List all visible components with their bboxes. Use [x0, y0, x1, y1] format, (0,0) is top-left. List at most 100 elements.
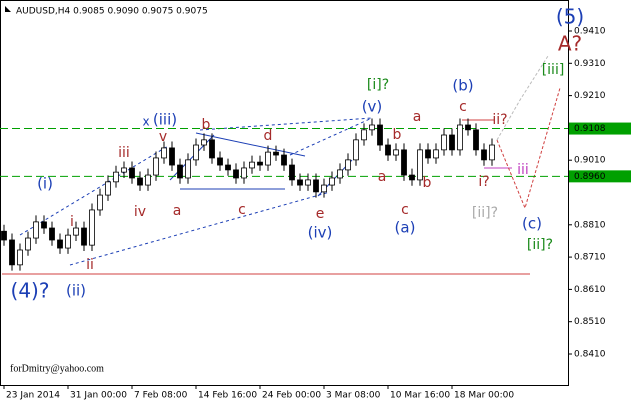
candle-body [345, 159, 351, 171]
candle-body [281, 154, 287, 166]
candle-body [209, 139, 215, 159]
candle-body [105, 181, 111, 196]
level-label: 0.9108 [574, 124, 606, 134]
y-tick-label: 0.8610 [574, 285, 606, 295]
candle-body [441, 134, 447, 151]
wave-label: (v) [362, 98, 383, 116]
candle-body [457, 124, 463, 151]
wave-label: (iii) [153, 111, 177, 129]
level-label: 0.8960 [574, 172, 606, 182]
candle-body [161, 147, 167, 159]
candle-body [473, 129, 479, 151]
wave-label: (c) [522, 215, 542, 233]
candle-body [185, 159, 191, 179]
wave-label: A? [558, 32, 582, 56]
candle-body [289, 164, 295, 181]
wave-label: (5) [556, 5, 584, 29]
candle-body [305, 179, 311, 186]
candle-body [337, 169, 343, 179]
candle-body [73, 227, 79, 236]
chart-title: AUDUSD,H4 0.9085 0.9090 0.9075 0.9075 [16, 7, 208, 17]
candle-body [65, 234, 71, 249]
candle-body [465, 124, 471, 131]
candle-body [193, 144, 199, 161]
x-tick-label: 14 Feb 16:00 [198, 391, 257, 401]
wave-label: [ii]? [472, 205, 498, 221]
x-tick-label: 7 Feb 08:00 [134, 391, 188, 401]
wave-label: iv [134, 204, 146, 220]
watermark: forDmitry@yahoo.com [10, 363, 104, 374]
wave-label: a [173, 203, 182, 219]
candle-body [425, 149, 431, 159]
wave-label: x [142, 115, 149, 129]
wave-label: [i]? [367, 77, 389, 93]
candle-body [153, 157, 159, 176]
wave-label: iii [517, 162, 529, 178]
wave-label: [iii] [542, 62, 565, 78]
candle-body [297, 179, 303, 186]
candle-body [433, 149, 439, 159]
candle-body [249, 161, 255, 169]
icon [5, 6, 11, 12]
candle-body [25, 237, 31, 251]
candle-body [409, 174, 415, 181]
wave-label: (b) [452, 77, 473, 95]
wave-label: ii [86, 257, 94, 273]
y-tick-label: 0.9410 [574, 27, 606, 37]
candle-body [449, 134, 455, 151]
candle-body [361, 129, 367, 141]
plot-frame [0, 0, 569, 386]
candle-body [385, 144, 391, 156]
candle-body [417, 149, 423, 181]
y-tick-label: 0.9010 [574, 156, 606, 166]
candle-body [225, 164, 231, 171]
candle-body [129, 167, 135, 179]
candle-body [401, 149, 407, 176]
candle-body [489, 144, 495, 161]
candle-body [321, 184, 327, 193]
candle-body [41, 221, 47, 229]
x-tick-label: 31 Jan 00:00 [70, 391, 127, 401]
candle-body [33, 221, 39, 239]
wave-label: (ii) [66, 282, 86, 300]
wave-label: c [459, 99, 467, 115]
wave-label: v [159, 129, 167, 145]
y-tick-label: 0.8710 [574, 253, 606, 263]
candle-body [1, 230, 7, 241]
wave-label: (iv) [308, 224, 333, 242]
x-tick-label: 18 Mar 00:00 [454, 391, 514, 401]
candle-body [9, 239, 15, 266]
candle-body [17, 249, 23, 266]
candle-body [97, 194, 103, 211]
candle-body [177, 164, 183, 179]
x-tick-label: 3 Mar 08:00 [326, 391, 381, 401]
wave-label: (a) [395, 219, 416, 237]
wave-label: a [413, 109, 422, 125]
wave-label: i [70, 214, 74, 230]
candle-body [329, 177, 335, 186]
candle-body [217, 157, 223, 166]
wave-label: ii? [492, 112, 507, 128]
candle-body [369, 124, 375, 131]
wave-label: b [202, 117, 211, 133]
y-tick-label: 0.8510 [574, 317, 606, 327]
wave-label: b [393, 127, 402, 143]
candle-body [201, 139, 207, 146]
candle-body [137, 177, 143, 186]
x-tick-label: 24 Feb 00:00 [262, 391, 321, 401]
wave-label: (i) [37, 175, 53, 193]
candle-body [49, 227, 55, 241]
candle-body [57, 239, 63, 249]
wave-label: a [378, 169, 387, 185]
wave-label: c [238, 202, 246, 218]
candle-body [169, 147, 175, 166]
wave-label: i? [478, 174, 489, 190]
wave-label: d [264, 128, 273, 144]
projection [496, 87, 561, 210]
y-tick-label: 0.9210 [574, 91, 606, 101]
candle-body [121, 167, 127, 173]
x-tick-label: 10 Mar 16:00 [390, 391, 450, 401]
projection [496, 55, 549, 141]
y-tick-label: 0.8810 [574, 220, 606, 230]
